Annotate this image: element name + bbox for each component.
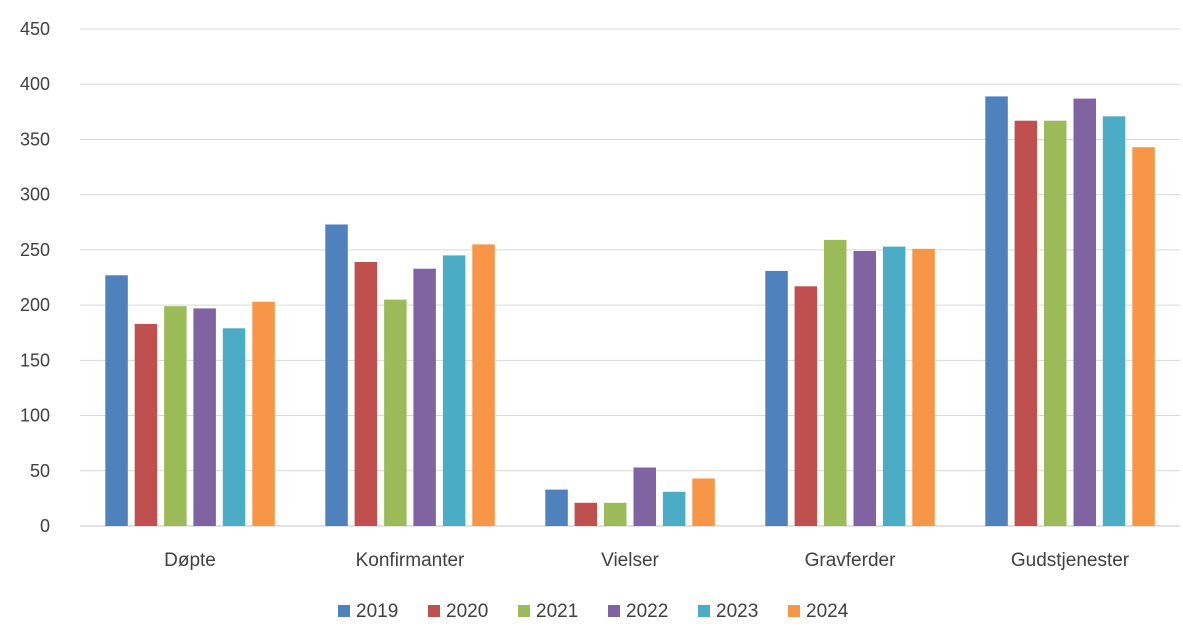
legend-swatch: [428, 605, 440, 617]
legend: 2019 2020 2021 2022 2023 2024: [338, 601, 849, 622]
bar-2022-2: [413, 268, 436, 526]
y-tick-label: 100: [20, 406, 50, 426]
x-category-label: Gravferder: [805, 550, 896, 571]
legend-label: 2019: [356, 601, 398, 622]
bar-2020-1: [134, 323, 158, 526]
bar-2020-3: [574, 502, 598, 526]
y-tick-label: 200: [20, 295, 50, 315]
legend-label: 2024: [806, 601, 849, 622]
bar-2022-3: [633, 467, 656, 526]
y-tick-label: 150: [20, 350, 50, 370]
bar-2024-2: [472, 244, 495, 526]
bar-2023-1: [222, 328, 246, 526]
bar-2021-4: [824, 239, 847, 526]
legend-label: 2022: [626, 601, 668, 622]
legend-swatch: [608, 605, 620, 617]
bar-2022-1: [193, 308, 216, 526]
y-tick-label: 50: [30, 461, 50, 481]
legend-item-2023: 2023: [698, 601, 758, 622]
bar-2019-2: [325, 224, 348, 526]
y-tick-label: 450: [20, 19, 50, 39]
bar-2021-2: [384, 299, 407, 526]
legend-item-2019: 2019: [338, 601, 398, 622]
legend-label: 2023: [716, 601, 758, 622]
bar-2019-4: [765, 270, 788, 526]
bar-2020-5: [1014, 120, 1038, 526]
bar-2019-1: [105, 275, 128, 526]
bar-2023-2: [442, 255, 466, 526]
bars: [105, 96, 1155, 527]
legend-swatch: [338, 605, 350, 617]
y-tick-label: 250: [20, 240, 50, 260]
legend-item-2020: 2020: [428, 601, 488, 622]
bar-2024-4: [912, 248, 935, 527]
legend-swatch: [518, 605, 530, 617]
bar-2020-4: [794, 286, 818, 526]
bar-2024-3: [692, 478, 715, 526]
y-tick-label: 0: [40, 516, 50, 536]
x-category-label: Konfirmanter: [356, 550, 465, 571]
bar-2023-3: [662, 491, 686, 526]
x-category-label: Gudstjenester: [1011, 550, 1130, 571]
legend-item-2022: 2022: [608, 601, 668, 622]
bar-2021-3: [604, 502, 627, 526]
y-axis-ticks: 0 50 100 150 200 250 300 350 400 450: [20, 19, 50, 536]
bar-2024-1: [252, 301, 275, 526]
y-tick-label: 300: [20, 185, 50, 205]
legend-label: 2021: [536, 601, 578, 622]
legend-swatch: [698, 605, 710, 617]
y-tick-label: 350: [20, 129, 50, 149]
legend-swatch: [788, 605, 800, 617]
legend-label: 2020: [446, 601, 488, 622]
bar-2024-5: [1132, 147, 1155, 526]
bar-2021-1: [164, 306, 187, 526]
bar-2019-5: [985, 96, 1008, 527]
legend-item-2024: 2024: [788, 601, 849, 622]
y-tick-label: 400: [20, 74, 50, 94]
bar-2021-5: [1044, 120, 1067, 526]
x-axis-categories: Døpte Konfirmanter Vielser Gravferder Gudstj…: [164, 550, 1130, 571]
bar-2022-5: [1073, 98, 1096, 526]
bar-2022-4: [853, 251, 876, 526]
bar-2019-3: [545, 489, 568, 526]
bar-2020-2: [354, 262, 378, 526]
x-category-label: Døpte: [164, 550, 216, 571]
x-category-label: Vielser: [601, 550, 659, 571]
bar-2023-4: [882, 246, 906, 526]
legend-item-2021: 2021: [518, 601, 578, 622]
bar-2023-5: [1102, 116, 1126, 527]
